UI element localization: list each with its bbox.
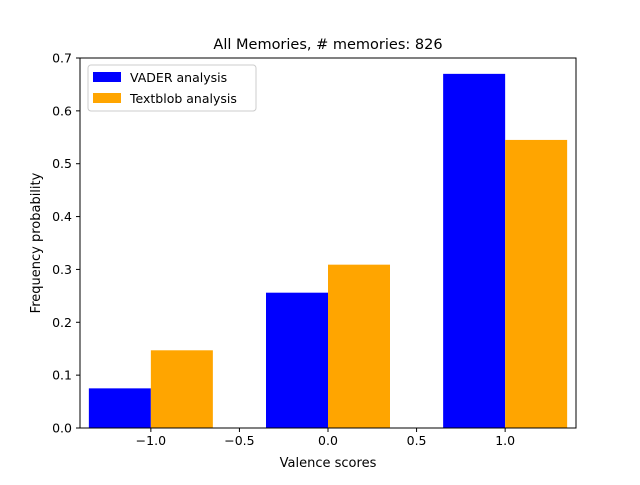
legend-swatch-0 <box>93 72 121 82</box>
bar-series-1-bin-1 <box>328 264 390 428</box>
y-tick-label: 0.1 <box>52 368 72 383</box>
x-tick-label: 0.5 <box>407 433 427 448</box>
y-tick-label: 0.6 <box>52 103 72 118</box>
y-tick-label: 0.5 <box>52 156 72 171</box>
x-axis: −1.0 −0.5 0.0 0.5 1.0 <box>136 428 515 448</box>
x-tick-label: 1.0 <box>495 433 515 448</box>
y-tick-label: 0.0 <box>52 421 72 436</box>
legend-box <box>87 64 257 112</box>
y-tick-label: 0.4 <box>52 209 72 224</box>
y-tick-label: 0.2 <box>52 315 72 330</box>
bar-series-0-bin-1 <box>266 292 328 428</box>
legend-label-0: VADER analysis <box>130 70 227 85</box>
bar-series-0-bin-0 <box>88 388 151 428</box>
y-tick-label: 0.7 <box>52 51 72 66</box>
x-axis-label: Valence scores <box>280 456 377 471</box>
bar-series-0-bin-2 <box>443 73 506 428</box>
y-axis: 0.0 0.1 0.2 0.3 0.4 0.5 0.6 0.7 <box>52 51 80 436</box>
legend-label-1: Textblob analysis <box>129 91 237 106</box>
chart-title: All Memories, # memories: 826 <box>213 37 442 53</box>
x-tick-label: 0.0 <box>318 433 338 448</box>
legend: VADER analysis Textblob analysis <box>87 64 257 112</box>
bar-series-1-bin-2 <box>505 139 568 428</box>
x-tick-label: −1.0 <box>136 433 166 448</box>
x-tick-label: −0.5 <box>224 433 254 448</box>
legend-swatch-1 <box>93 93 121 103</box>
y-tick-label: 0.3 <box>52 262 72 277</box>
bars-layer <box>88 73 568 428</box>
bar-series-1-bin-0 <box>150 350 213 428</box>
y-axis-label: Frequency probability <box>29 172 44 313</box>
